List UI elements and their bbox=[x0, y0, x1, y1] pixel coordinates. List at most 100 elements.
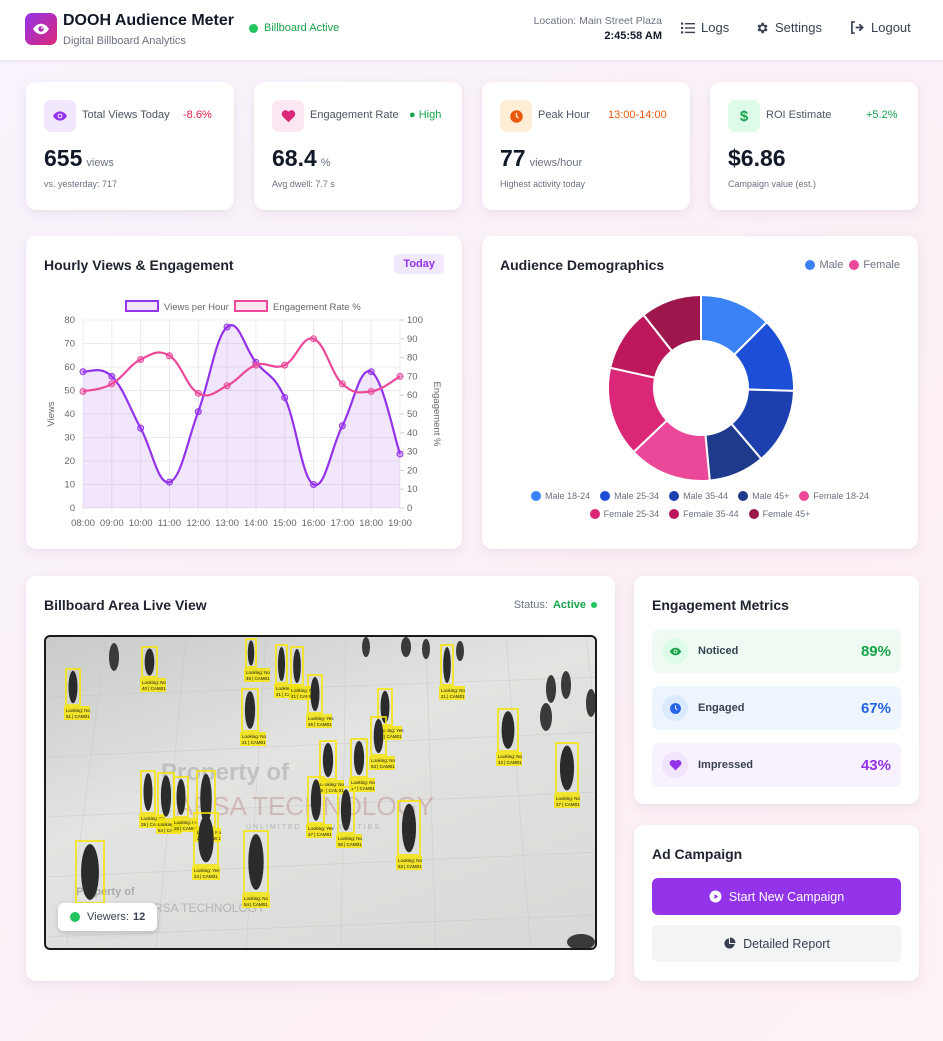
demographics-legend-item[interactable]: Male 35-44 bbox=[669, 491, 728, 501]
legend-label: Male 45+ bbox=[752, 491, 790, 501]
legend-dot-icon bbox=[589, 509, 600, 519]
metric-label: Engaged bbox=[698, 702, 745, 714]
metric-value: 67% bbox=[860, 699, 891, 717]
metric-value: 43% bbox=[860, 756, 891, 774]
live-status-dot-icon bbox=[591, 602, 597, 608]
svg-text:54 | CAM01: 54 | CAM01 bbox=[244, 902, 268, 907]
logout-label: Logout bbox=[871, 20, 911, 35]
svg-text:Looking: Yes: Looking: Yes bbox=[308, 716, 334, 721]
svg-text:10:00: 10:00 bbox=[129, 518, 153, 529]
metric-label: Noticed bbox=[698, 645, 739, 657]
svg-text:24 | CAM01: 24 | CAM01 bbox=[194, 874, 218, 879]
svg-text:Views per Hour: Views per Hour bbox=[164, 302, 229, 313]
peak-hour-range: 13:00-14:00 bbox=[608, 109, 667, 121]
gender-legend: Male Female bbox=[805, 259, 900, 271]
svg-text:Looking: No: Looking: No bbox=[291, 688, 316, 693]
svg-text:Looking: No: Looking: No bbox=[174, 820, 199, 825]
live-status-label: Status: bbox=[513, 599, 548, 611]
detailed-report-label: Detailed Report bbox=[743, 936, 830, 951]
stat-footnote: vs. yesterday: 717 bbox=[44, 179, 118, 189]
svg-text:08:00: 08:00 bbox=[71, 518, 95, 529]
settings-button[interactable]: Settings bbox=[755, 20, 822, 35]
camera-feed[interactable]: Property of ARSA TECHNOLOGY UNLIMITED PO… bbox=[44, 635, 597, 950]
svg-text:Looking: No: Looking: No bbox=[338, 836, 363, 841]
viewers-count: 12 bbox=[132, 911, 146, 923]
legend-label: Male 18-24 bbox=[545, 491, 591, 501]
logs-button[interactable]: Logs bbox=[681, 20, 729, 35]
legend-female: Female bbox=[849, 259, 900, 271]
today-filter-button[interactable]: Today bbox=[394, 254, 444, 274]
svg-text:70: 70 bbox=[407, 371, 418, 382]
svg-text:Looking: No: Looking: No bbox=[398, 858, 423, 863]
floor-tiles: Property of ARSA TECHNOLOGY UNLIMITED PO… bbox=[46, 637, 595, 948]
svg-text:Looking: Yes: Looking: Yes bbox=[194, 868, 220, 873]
demographics-legend-item[interactable]: Male 45+ bbox=[738, 491, 789, 501]
svg-text:40 | CAM01: 40 | CAM01 bbox=[142, 686, 166, 691]
legend-label: Female 18-24 bbox=[813, 491, 869, 501]
legend-dot-icon bbox=[748, 509, 759, 519]
svg-text:100: 100 bbox=[407, 315, 423, 326]
demographics-legend-item[interactable]: Male 18-24 bbox=[531, 491, 590, 501]
logout-button[interactable]: Logout bbox=[850, 20, 911, 35]
svg-text:Looking: Yes: Looking: Yes bbox=[378, 728, 404, 733]
logout-icon bbox=[851, 21, 864, 34]
clock-icon bbox=[509, 109, 523, 123]
svg-text:50 | CAM01: 50 | CAM01 bbox=[338, 842, 362, 847]
legend-dot-icon bbox=[738, 491, 749, 501]
svg-text:20: 20 bbox=[407, 465, 418, 476]
heart-icon bbox=[662, 752, 688, 778]
legend-label: Female 35-44 bbox=[683, 509, 739, 519]
svg-text:Looking: No: Looking: No bbox=[441, 688, 466, 693]
demographics-legend-item[interactable]: Female 18-24 bbox=[799, 491, 869, 501]
stat-card-engagement-rate: Engagement Rate ● High 68.4% Avg dwell: … bbox=[254, 82, 462, 210]
legend-label: Female 45+ bbox=[762, 509, 811, 519]
viewers-label: Viewers: bbox=[87, 911, 129, 923]
demographics-legend-item[interactable]: Female 35-44 bbox=[669, 509, 739, 519]
demographics-legend-item[interactable]: Male 25-34 bbox=[600, 491, 659, 501]
svg-text:29 | CAM01: 29 | CAM01 bbox=[141, 822, 165, 827]
donut-slice bbox=[642, 293, 702, 353]
svg-text:41 | CAM01: 41 | CAM01 bbox=[276, 692, 300, 697]
svg-text:53 | CAM01: 53 | CAM01 bbox=[371, 764, 395, 769]
svg-text:ARSA TECHNOLOGY: ARSA TECHNOLOGY bbox=[146, 901, 265, 915]
start-campaign-button[interactable]: Start New Campaign bbox=[652, 878, 901, 915]
svg-text:Looking: No: Looking: No bbox=[320, 782, 345, 787]
stat-number: 655 bbox=[44, 145, 83, 171]
svg-text:11:00: 11:00 bbox=[158, 518, 181, 529]
svg-text:10: 10 bbox=[64, 480, 75, 491]
stat-footnote: Highest activity today bbox=[500, 179, 586, 189]
svg-text:19:00: 19:00 bbox=[388, 518, 412, 529]
play-circle-icon bbox=[709, 890, 722, 903]
list-icon bbox=[681, 22, 695, 33]
svg-text:ARSA TECHNOLOGY: ARSA TECHNOLOGY bbox=[176, 791, 434, 821]
stat-value: 655 views bbox=[44, 145, 114, 172]
demographics-legend: Male 18-24 Male 25-34 Male 35-44 Male 45+ Fe… bbox=[512, 491, 888, 519]
svg-text:17:00: 17:00 bbox=[330, 518, 354, 529]
svg-text:30: 30 bbox=[407, 447, 418, 458]
stat-change-badge: +5.2% bbox=[866, 109, 898, 121]
svg-text:Engagement Rate %: Engagement Rate % bbox=[273, 302, 361, 313]
viewers-dot-icon bbox=[70, 912, 80, 922]
stat-footnote: Campaign value (est.) bbox=[728, 179, 817, 189]
svg-text:21 | CAM01: 21 | CAM01 bbox=[441, 694, 465, 699]
clock-time: 2:45:58 AM bbox=[604, 30, 662, 42]
svg-text:46 | CAM01: 46 | CAM01 bbox=[246, 676, 270, 681]
detailed-report-button[interactable]: Detailed Report bbox=[652, 925, 901, 962]
demographics-legend-item[interactable]: Female 45+ bbox=[748, 509, 811, 519]
stat-value: $6.86 bbox=[728, 145, 786, 172]
hourly-line-chart: 0 10 20 30 40 50 60 70 80 0 10 20 30 40 50 60 70 80 90 100 0… bbox=[46, 300, 442, 529]
stat-footnote: Avg dwell: 7.7 s bbox=[272, 179, 335, 189]
start-campaign-label: Start New Campaign bbox=[728, 889, 845, 904]
svg-text:Looking: No: Looking: No bbox=[556, 796, 581, 801]
demographics-legend-item[interactable]: Female 25-34 bbox=[589, 509, 659, 519]
svg-text:46 | CAM01: 46 | CAM01 bbox=[308, 722, 332, 727]
live-view-card: Billboard Area Live View Status: Active bbox=[26, 576, 615, 981]
